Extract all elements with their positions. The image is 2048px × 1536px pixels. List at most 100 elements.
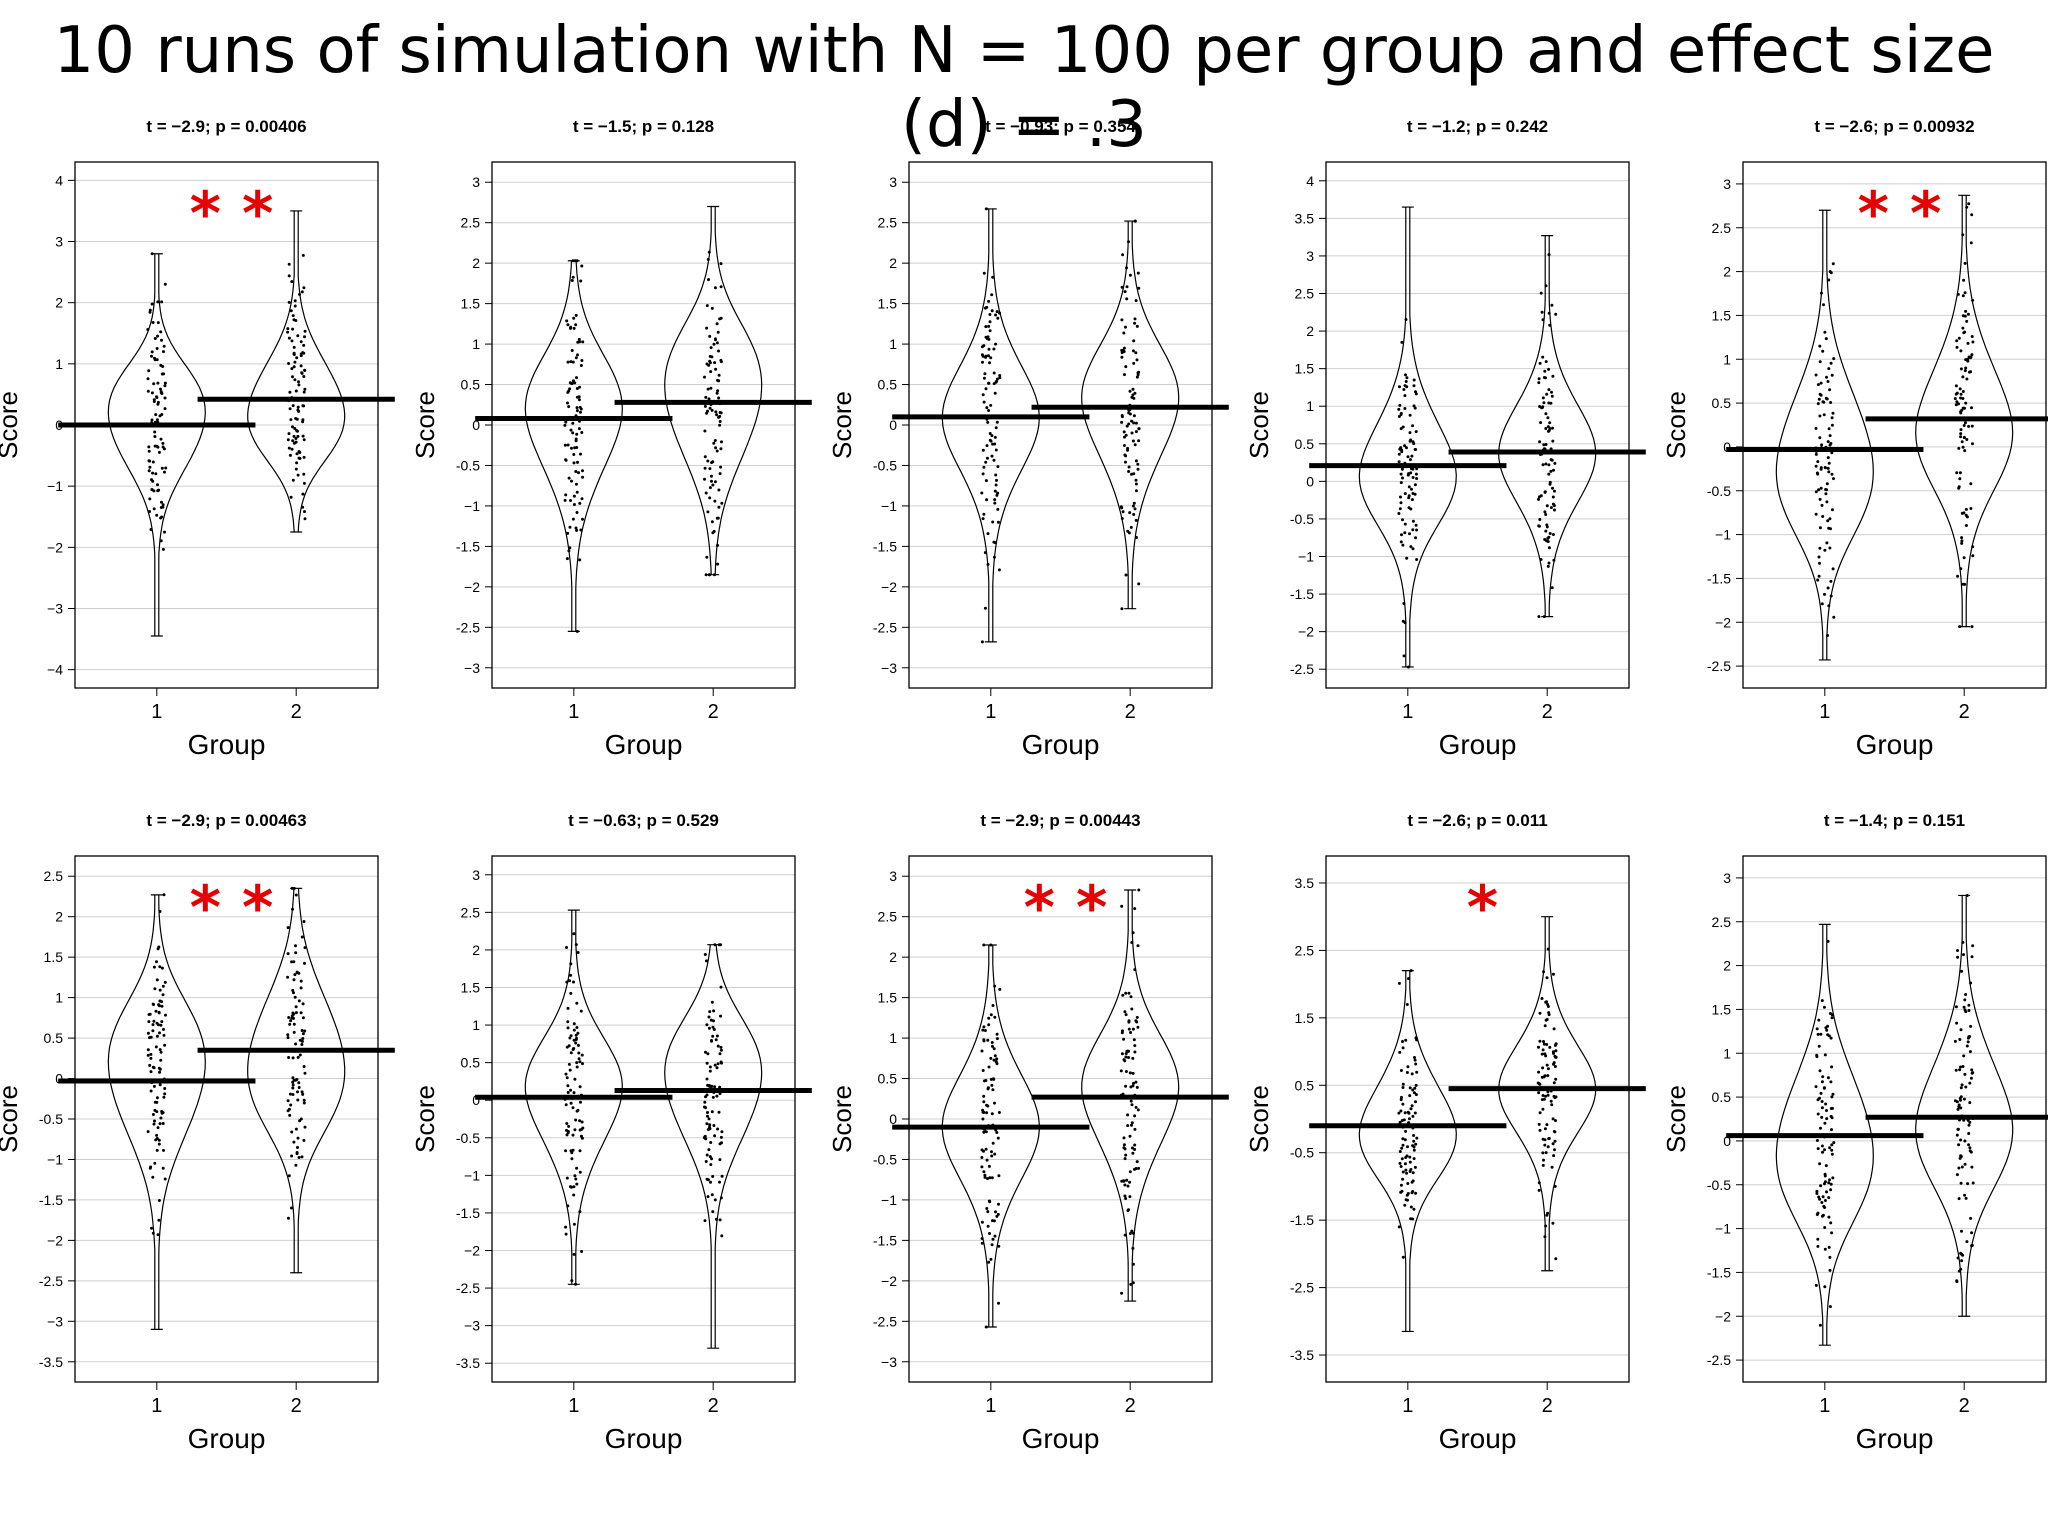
data-point <box>710 1110 714 1114</box>
data-point <box>705 1122 709 1126</box>
data-point <box>155 395 158 399</box>
data-point <box>155 978 159 982</box>
data-point <box>571 275 575 279</box>
data-point <box>1538 361 1542 365</box>
y-tick-label: 4 <box>55 172 63 188</box>
y-tick-label: -2.5 <box>1707 658 1731 674</box>
data-point <box>1963 369 1967 373</box>
data-point <box>578 558 582 562</box>
x-tick-label: 2 <box>1959 1395 1970 1417</box>
violin-panel: t = −2.9; p = 0.00406−4−3−2−10123412Grou… <box>0 117 395 760</box>
data-point <box>709 386 713 390</box>
data-point <box>1400 1146 1404 1150</box>
y-tick-label: −3 <box>464 1318 480 1334</box>
data-point <box>566 443 570 447</box>
data-point <box>1957 446 1961 450</box>
data-point <box>1398 1050 1402 1054</box>
data-points <box>1536 947 1558 1261</box>
data-point <box>573 1077 577 1081</box>
data-point <box>289 1103 293 1107</box>
data-point <box>993 391 997 395</box>
data-points <box>703 250 724 577</box>
data-point <box>1408 439 1412 443</box>
data-point <box>1544 1054 1548 1058</box>
data-point <box>1411 476 1415 479</box>
data-point <box>288 453 292 457</box>
data-point <box>288 1113 292 1117</box>
data-point <box>299 986 303 990</box>
data-point <box>1405 1193 1409 1197</box>
data-point <box>714 1038 718 1042</box>
y-tick-label: -0.5 <box>39 1111 63 1127</box>
data-point <box>1967 1123 1971 1127</box>
data-point <box>988 313 992 316</box>
data-point <box>1823 548 1827 552</box>
data-point <box>297 999 301 1003</box>
data-point <box>1830 451 1834 455</box>
data-point <box>573 259 577 263</box>
data-point <box>1405 556 1409 560</box>
data-point <box>1133 317 1137 321</box>
data-point <box>569 325 573 329</box>
data-point <box>1135 1015 1139 1019</box>
data-point <box>703 466 707 470</box>
data-point <box>1815 1027 1819 1031</box>
data-point <box>1133 1143 1137 1147</box>
x-axis-label: Group <box>605 1423 683 1454</box>
data-point <box>294 1042 298 1046</box>
y-axis-label: Score <box>0 391 23 459</box>
data-point <box>303 961 306 965</box>
data-point <box>1549 506 1553 510</box>
data-point <box>581 469 584 473</box>
data-point <box>1963 582 1967 586</box>
data-point <box>1544 1000 1548 1004</box>
data-point <box>162 893 166 897</box>
data-point <box>1541 1163 1545 1167</box>
data-point <box>291 1086 295 1090</box>
data-point <box>1817 488 1821 492</box>
data-point <box>152 1019 156 1023</box>
data-point <box>574 1118 578 1122</box>
data-point <box>302 455 306 459</box>
data-point <box>1131 931 1135 935</box>
y-tick-label: −1 <box>881 498 897 514</box>
data-point <box>1544 462 1548 466</box>
data-point <box>704 1050 707 1054</box>
data-point <box>575 409 579 413</box>
data-point <box>989 439 993 443</box>
y-tick-label: -2.5 <box>39 1273 63 1289</box>
y-tick-label: -2.5 <box>873 619 897 635</box>
data-point <box>988 361 991 365</box>
x-axis-label: Group <box>188 729 266 760</box>
data-point <box>292 978 296 982</box>
data-point <box>1120 1031 1124 1035</box>
data-point <box>146 1048 150 1052</box>
data-point <box>985 305 989 309</box>
data-point <box>150 391 154 395</box>
data-point <box>163 1092 167 1096</box>
data-point <box>1966 1040 1970 1044</box>
data-point <box>575 1109 579 1113</box>
data-point <box>708 573 712 577</box>
data-point <box>575 490 579 494</box>
data-point <box>1537 1181 1541 1185</box>
data-point <box>1829 361 1833 365</box>
data-point <box>1398 447 1402 451</box>
data-point <box>1832 615 1836 619</box>
data-point <box>566 1204 570 1208</box>
data-point <box>569 1051 573 1055</box>
data-point <box>994 1210 997 1214</box>
data-point <box>1133 219 1137 223</box>
data-point <box>1970 335 1974 338</box>
data-point <box>1401 619 1405 623</box>
data-point <box>987 1065 991 1069</box>
data-point <box>158 1031 161 1035</box>
data-point <box>294 1011 298 1015</box>
data-point <box>569 360 573 364</box>
data-point <box>155 1148 159 1152</box>
data-point <box>720 1061 723 1065</box>
data-point <box>1132 513 1136 516</box>
data-point <box>1956 949 1959 952</box>
y-tick-label: 2.5 <box>1712 914 1732 930</box>
data-point <box>1961 326 1965 330</box>
